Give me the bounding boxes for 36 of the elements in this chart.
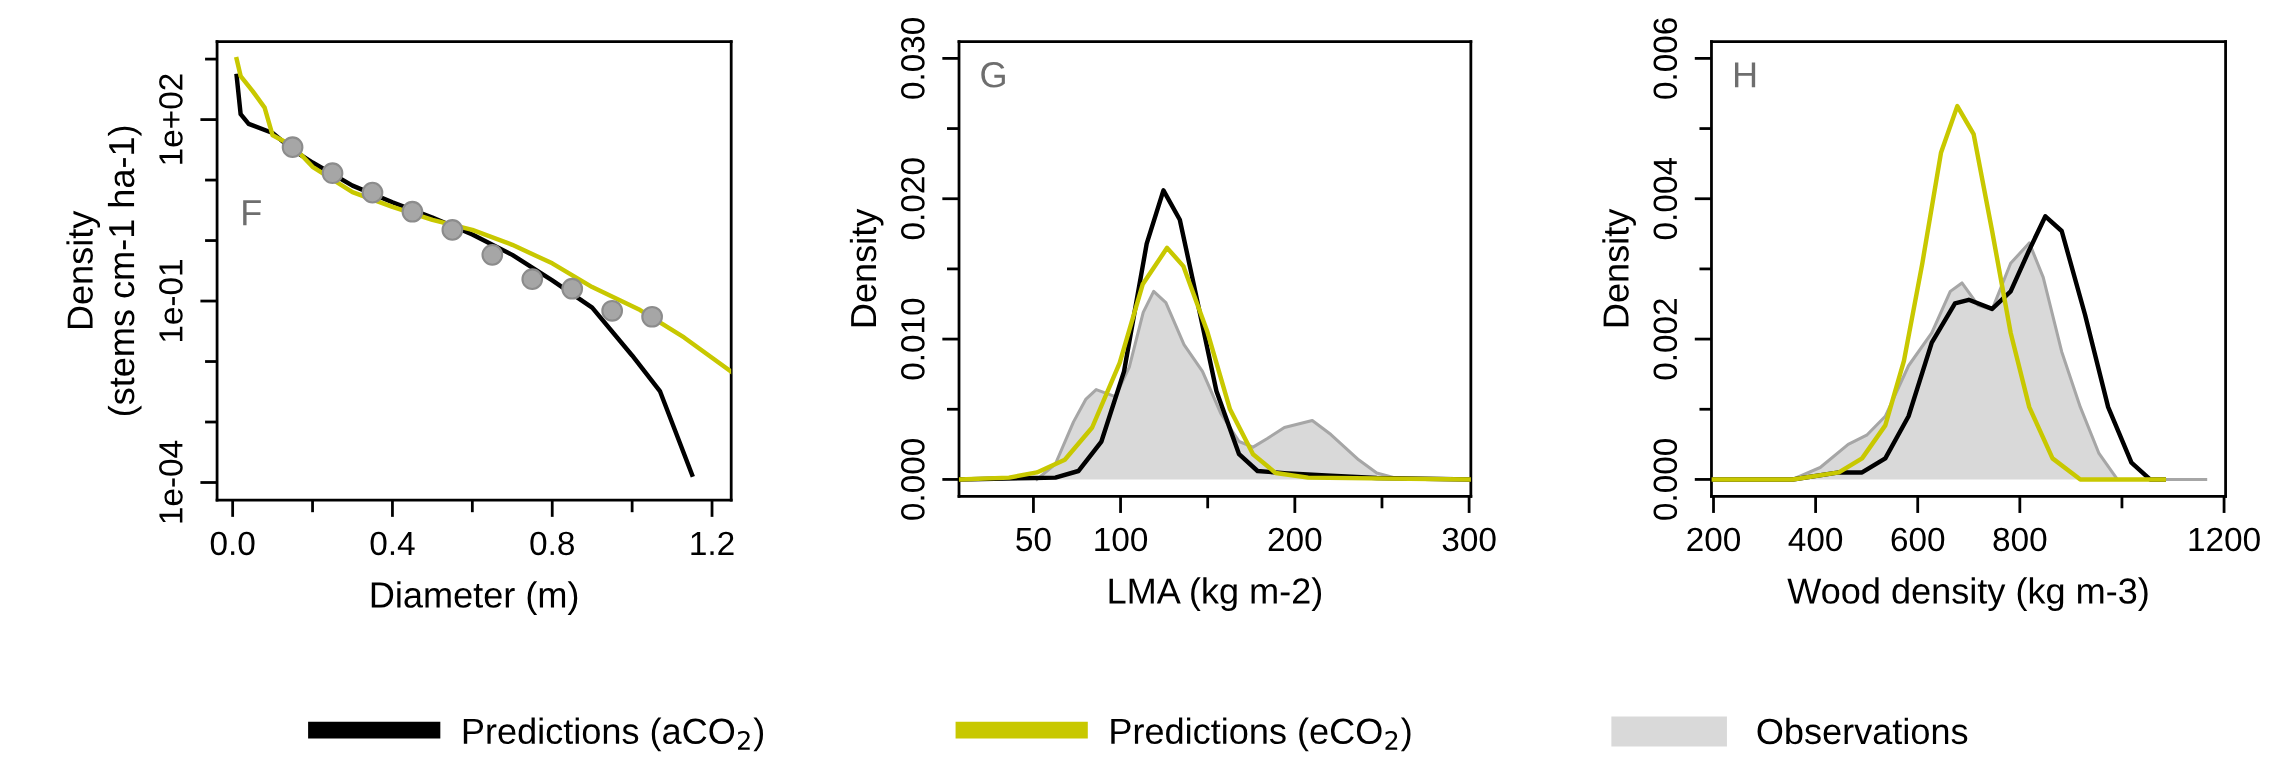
annotation: H: [1734, 62, 1756, 88]
y-tick-label: 0.030: [901, 17, 925, 99]
y-tick-label: 1e+02: [159, 74, 183, 164]
y-tick-label: 0.000: [1653, 439, 1678, 520]
annotation: G: [981, 62, 1005, 88]
x-tick-label: 800: [1993, 527, 2047, 552]
y-tick-label: 0.006: [1653, 18, 1678, 99]
y-tick-label: 0.010: [901, 298, 925, 380]
annotation: F: [243, 200, 261, 226]
y-axis-title: Density: [849, 208, 884, 327]
legend-label: Observations: [1757, 717, 1968, 745]
y-axis-title: Density (stems cm-1 ha-1): [66, 126, 142, 416]
x-tick-label: 200: [1268, 527, 1322, 552]
y-axis-title: Density: [1602, 208, 1636, 327]
x-tick-label: 200: [1687, 527, 1741, 552]
x-axis-title: LMA (kg m-2): [1109, 577, 1322, 612]
x-tick-label: 400: [1788, 527, 1843, 552]
x-tick-label: 1200: [2189, 527, 2260, 552]
y-tick-label: 0.002: [1653, 299, 1678, 380]
x-axis-title: Diameter (m): [371, 581, 578, 615]
x-axis-title: Wood density (kg m-3): [1787, 577, 2148, 612]
x-tick-label: 50: [1016, 527, 1051, 552]
y-tick-label: 0.000: [901, 439, 925, 520]
legend-label: Predictions (aCO$_{2}$): [463, 717, 764, 752]
x-tick-label: 0.0: [210, 531, 255, 556]
y-tick-label: 1e-01: [159, 260, 183, 342]
x-tick-label: 0.8: [530, 531, 574, 556]
y-tick-label: 0.020: [901, 158, 925, 240]
x-tick-label: 300: [1442, 527, 1496, 552]
x-tick-label: 600: [1891, 527, 1945, 552]
y-tick-label: 1e-04: [159, 440, 183, 523]
x-tick-label: 0.4: [370, 531, 415, 556]
y-tick-label: 0.004: [1653, 158, 1678, 240]
x-tick-label: 100: [1095, 527, 1148, 552]
legend-label: Predictions (eCO$_{2}$): [1111, 717, 1411, 752]
x-tick-label: 1.2: [691, 531, 734, 555]
